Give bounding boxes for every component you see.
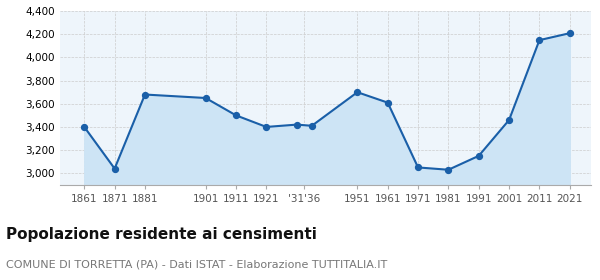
- Text: Popolazione residente ai censimenti: Popolazione residente ai censimenti: [6, 227, 317, 242]
- Point: [140, 92, 150, 97]
- Point: [201, 96, 211, 100]
- Point: [79, 125, 89, 129]
- Text: COMUNE DI TORRETTA (PA) - Dati ISTAT - Elaborazione TUTTITALIA.IT: COMUNE DI TORRETTA (PA) - Dati ISTAT - E…: [6, 259, 387, 269]
- Point: [413, 165, 423, 170]
- Point: [262, 125, 271, 129]
- Point: [292, 122, 301, 127]
- Point: [474, 154, 484, 158]
- Point: [353, 90, 362, 94]
- Point: [565, 31, 575, 36]
- Point: [504, 118, 514, 122]
- Point: [231, 113, 241, 118]
- Point: [307, 123, 317, 128]
- Point: [110, 166, 119, 171]
- Point: [535, 38, 544, 42]
- Point: [443, 167, 453, 172]
- Point: [383, 101, 392, 105]
